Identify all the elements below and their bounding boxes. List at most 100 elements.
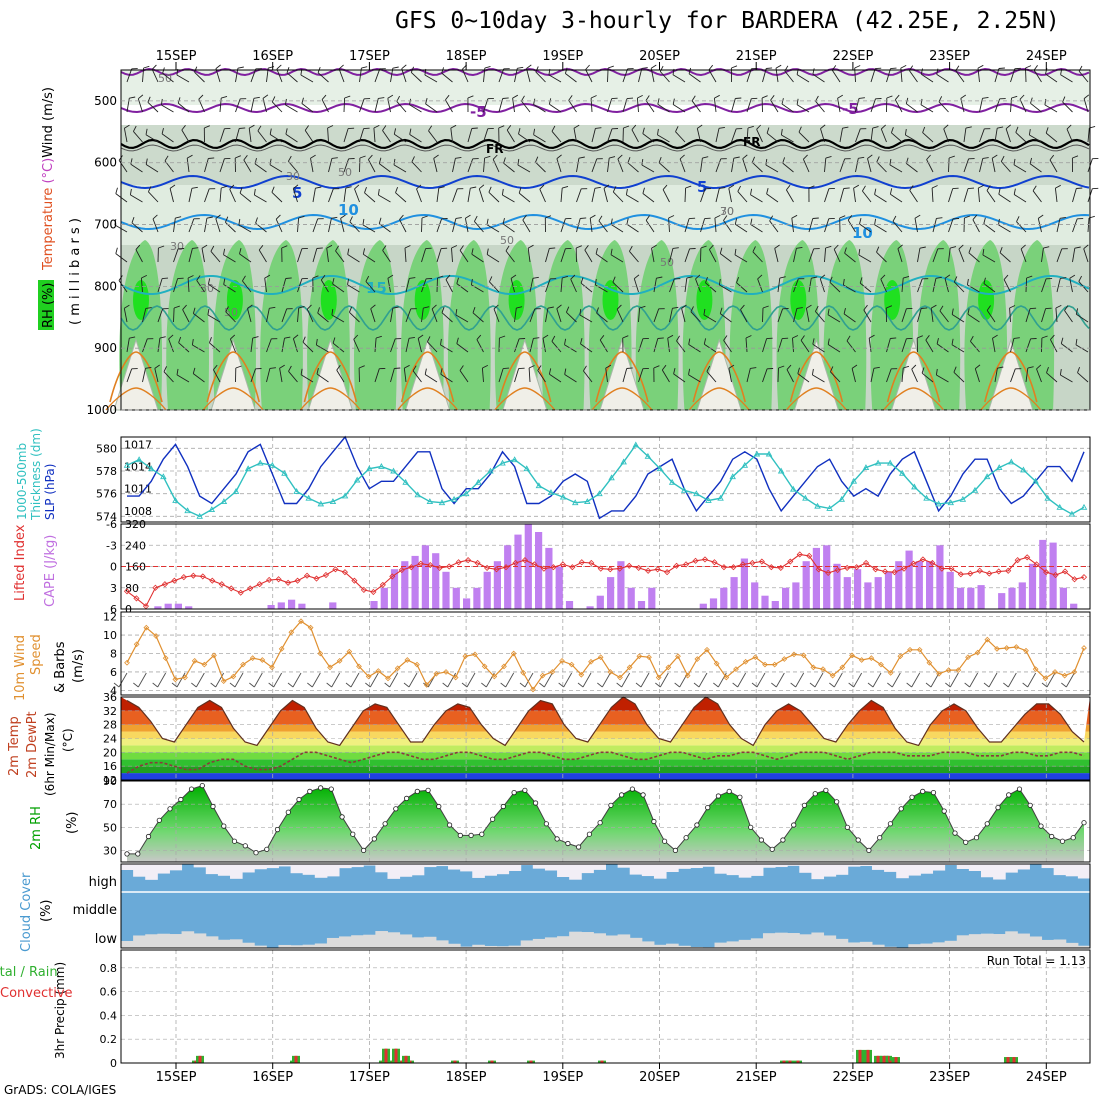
cape-bar	[298, 603, 306, 609]
wind-barb	[445, 279, 453, 293]
wind-barb	[905, 134, 918, 143]
wind-barb	[667, 338, 670, 353]
cape-bar	[1059, 587, 1067, 610]
cape-bar	[1018, 582, 1026, 609]
wind-barb	[765, 164, 779, 173]
wind-barb	[326, 248, 329, 263]
rh-marker	[844, 824, 851, 830]
wind-barb	[533, 134, 546, 143]
wind-barb-flag	[196, 275, 201, 281]
wind-barb	[451, 247, 453, 263]
lifted-index-marker	[768, 564, 775, 571]
wind-barb	[545, 248, 550, 263]
wind-barb	[188, 218, 195, 233]
lifted-index-marker	[749, 559, 756, 567]
wind-barb-flag	[535, 66, 539, 73]
wind-barb	[750, 224, 763, 233]
thickness-marker	[366, 465, 373, 472]
wind-barb-flag	[778, 365, 785, 369]
wind-barb-flag	[455, 217, 462, 219]
thickness-marker	[511, 456, 518, 463]
wind-barb-flag	[1013, 158, 1016, 165]
wind-barb	[242, 280, 252, 293]
wind-barb-flag	[944, 274, 951, 279]
wind-barb-flag	[998, 188, 1001, 195]
wind-barb-flag	[533, 337, 540, 339]
wind-barb	[824, 218, 830, 233]
wind-barb-flag	[863, 304, 868, 311]
cloud-high-gap	[193, 864, 207, 868]
wind-barb	[452, 218, 457, 233]
cape-bar	[555, 566, 563, 609]
rh-marker	[898, 806, 904, 812]
wind-barb	[301, 103, 314, 113]
wind-barb-flag	[735, 97, 742, 99]
wind-barb-flag	[964, 215, 971, 219]
wind-barb-flag	[445, 274, 451, 280]
wind-barb	[408, 672, 418, 688]
wind-barb	[720, 313, 732, 323]
wind-barb-flag	[471, 248, 474, 255]
wind-barb-flag	[900, 64, 907, 69]
wind-barb	[374, 337, 377, 353]
rh-marker	[403, 795, 410, 802]
cloud-level-high: high	[89, 875, 117, 890]
cloud-low-gap	[847, 942, 861, 948]
wind-barb	[474, 221, 484, 233]
wind-barb	[1025, 368, 1029, 383]
cloud-low-gap	[823, 935, 837, 948]
lifted-index-marker	[474, 559, 481, 567]
wind-barb-flag	[1016, 216, 1020, 222]
wind-barb-flag	[909, 185, 914, 191]
rh-high-core	[508, 280, 525, 320]
wind-speed-marker	[829, 672, 836, 679]
wind-barb	[126, 98, 130, 113]
wind-barb	[269, 134, 283, 143]
wind-barb-flag	[365, 682, 371, 688]
wind-barb-flag	[808, 185, 815, 189]
wind-barb-flag	[545, 215, 552, 219]
rh-marker	[511, 789, 517, 796]
lifted-index-marker	[313, 575, 320, 582]
cloud-high-gap	[787, 864, 800, 866]
rh-contour-label: 50	[158, 72, 172, 85]
wind-barb-flag	[382, 245, 387, 251]
wind-barb-flag	[851, 364, 858, 369]
wind-barb-flag	[769, 215, 774, 222]
wind-speed-marker	[549, 669, 556, 675]
temp-contour-15	[120, 275, 1090, 295]
wind-barb	[510, 278, 515, 293]
wind-barb-flag	[935, 276, 942, 279]
wind-tick-label: 10	[103, 629, 117, 642]
thickness-marker	[317, 500, 325, 507]
wind-barb	[603, 188, 608, 203]
wind-barb-flag	[393, 158, 396, 165]
wind-speed-marker	[607, 669, 614, 675]
wind-barb	[951, 314, 965, 323]
wind-barb	[607, 128, 613, 143]
wind-barb	[700, 188, 706, 203]
wind-barb	[193, 313, 205, 323]
wind-barb-flag	[207, 308, 210, 315]
wind-barb	[640, 672, 650, 688]
wind-speed-marker	[974, 649, 981, 656]
wind-barb-flag	[562, 275, 569, 279]
wind-barb-flag	[269, 128, 272, 135]
wind-barb	[328, 188, 334, 203]
wind-barb	[311, 672, 321, 688]
wind-barb	[696, 128, 701, 143]
wind-barb-flag	[347, 278, 350, 285]
wind-barb-flag	[800, 335, 805, 341]
wind-barb-flag	[1074, 246, 1081, 249]
wind-barb-flag	[115, 187, 118, 194]
wind-barb-flag	[998, 218, 1000, 225]
rh-marker	[683, 835, 689, 841]
wind-barb-flag	[293, 334, 299, 339]
wind-barb	[219, 158, 225, 173]
lifted-index-marker	[218, 581, 225, 588]
wind-barb-flag	[284, 98, 287, 105]
precip-convective-bar	[882, 1055, 886, 1063]
wind-barb	[932, 278, 937, 293]
cloud-high-gap	[799, 864, 812, 873]
cloud-low-gap	[1053, 939, 1067, 948]
